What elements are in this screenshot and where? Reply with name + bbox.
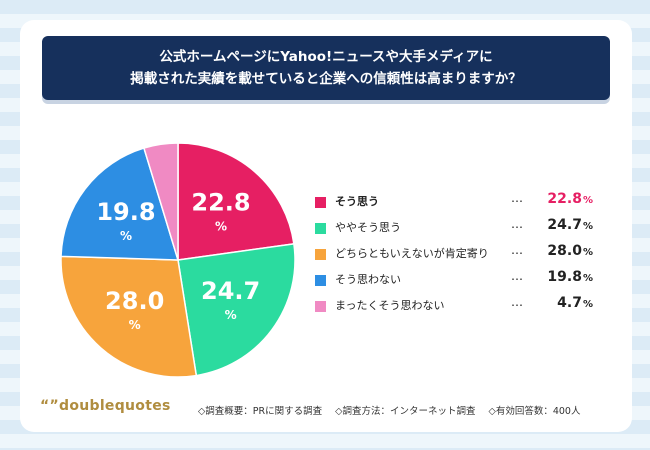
slice-percent-label-2: %: [129, 318, 141, 332]
legend-swatch-0: [315, 197, 326, 208]
legend-value-unit-1: %: [582, 221, 593, 232]
legend-value-number-1: 24.7: [547, 217, 582, 233]
pie-slice-2: [60, 255, 198, 378]
chart-title: 公式ホームページにYahoo!ニュースや大手メディアに 掲載された実績を載せてい…: [42, 36, 610, 100]
legend-label-4: まったくそう思わない: [335, 299, 445, 312]
legend-dots-0: …: [511, 191, 524, 205]
slice-value-label-3: 19.8: [96, 198, 155, 226]
pie-chart: 22.8% 24.7% 28.0% 19.8%: [60, 142, 296, 378]
pie-slice-0: [177, 142, 295, 261]
legend-value-2: 28.0%: [547, 243, 593, 259]
legend-value-number-2: 28.0: [547, 243, 582, 259]
slice-percent-label-0: %: [215, 220, 227, 234]
legend-swatch-2: [315, 249, 326, 260]
legend-dots-2: …: [511, 243, 524, 257]
slice-percent-label-3: %: [120, 229, 132, 243]
chart-title-line1: 公式ホームページにYahoo!ニュースや大手メディアに: [159, 49, 493, 65]
slice-value-label-2: 28.0: [105, 287, 164, 315]
slice-value-label-1: 24.7: [201, 277, 260, 305]
survey-method: ◇調査方法：インターネット調査: [335, 406, 476, 417]
pie-slice-1: [177, 243, 296, 377]
legend-label-2: どちらともいえないが肯定寄り: [335, 247, 489, 260]
survey-footer: ◇調査概要：PRに関する調査 ◇調査方法：インターネット調査 ◇有効回答数：40…: [198, 403, 590, 417]
chart-title-line2: 掲載された実績を載せていると企業への信頼性は高まりますか？: [130, 71, 522, 87]
legend-swatch-1: [315, 223, 326, 234]
brand-logo: “”doublequotes: [40, 398, 171, 414]
legend-item-4: まったくそう思わない … 4.7%: [315, 294, 605, 320]
legend-item-1: ややそう思う … 24.7%: [315, 216, 605, 242]
legend-label-3: そう思わない: [335, 273, 401, 286]
survey-summary: ◇調査概要：PRに関する調査: [198, 406, 323, 417]
pie-slice-4: [143, 142, 179, 261]
legend-label-1: ややそう思う: [335, 221, 401, 234]
legend-swatch-4: [315, 301, 326, 312]
card: 公式ホームページにYahoo!ニュースや大手メディアに 掲載された実績を載せてい…: [20, 20, 632, 432]
legend-item-0: そう思う … 22.8%: [315, 190, 605, 216]
legend-item-2: どちらともいえないが肯定寄り … 28.0%: [315, 242, 605, 268]
legend-value-unit-3: %: [582, 273, 593, 284]
legend-dots-3: …: [511, 269, 524, 283]
legend-value-number-3: 19.8: [547, 269, 582, 285]
legend-dots-4: …: [511, 295, 524, 309]
legend-swatch-3: [315, 275, 326, 286]
survey-respondents: ◇有効回答数：400人: [488, 406, 581, 417]
slice-value-label-0: 22.8: [191, 189, 250, 217]
legend-value-unit-4: %: [582, 299, 593, 310]
legend: そう思う … 22.8% ややそう思う … 24.7% どちらともいえないが肯定寄り … 28.…: [315, 190, 605, 320]
legend-value-number-0: 22.8: [547, 191, 582, 207]
slice-percent-label-1: %: [225, 308, 237, 322]
legend-label-0: そう思う: [335, 195, 379, 208]
legend-value-3: 19.8%: [547, 269, 593, 285]
legend-value-4: 4.7%: [557, 295, 593, 311]
legend-item-3: そう思わない … 19.8%: [315, 268, 605, 294]
pie-slice-3: [60, 147, 180, 261]
legend-value-unit-0: %: [582, 195, 593, 206]
legend-value-1: 24.7%: [547, 217, 593, 233]
legend-dots-1: …: [511, 217, 524, 231]
legend-value-0: 22.8%: [547, 191, 593, 207]
legend-value-number-4: 4.7: [557, 295, 582, 311]
legend-value-unit-2: %: [582, 247, 593, 258]
